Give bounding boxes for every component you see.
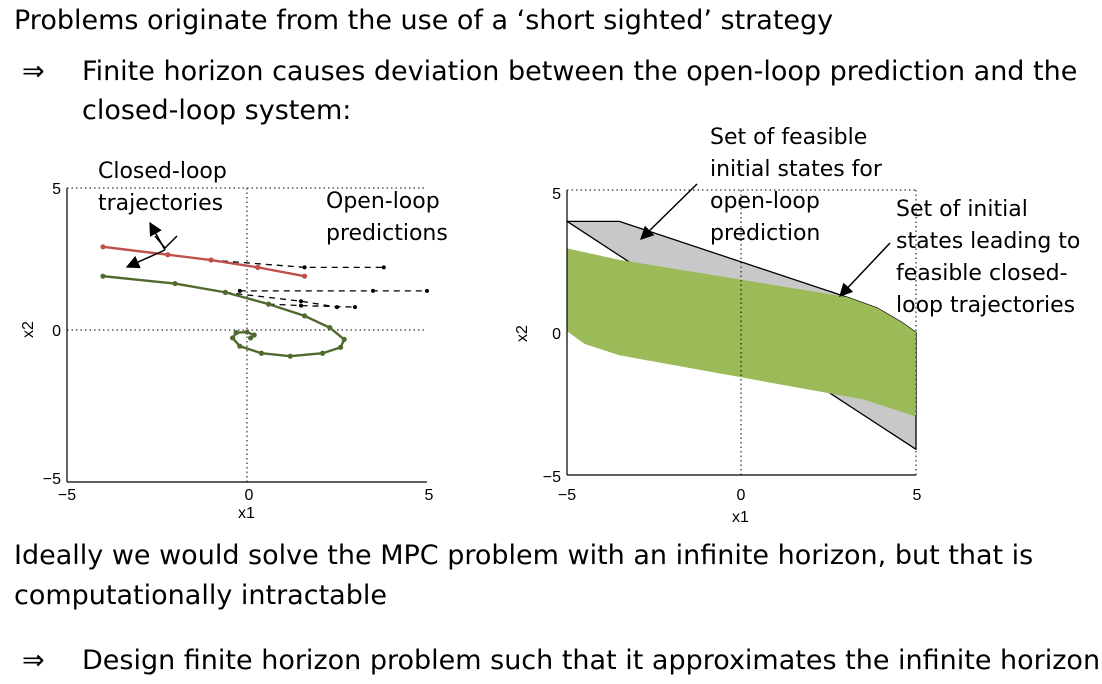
closed-loop-point-13 [233, 330, 239, 336]
closed-loop-line [102, 275, 346, 358]
left-x-axis-label: x1 [238, 505, 255, 522]
bullet-1: ⇒ Finite horizon causes deviation between… [22, 57, 1077, 87]
right-annotation-open-3: open-loop [710, 189, 820, 214]
left-annotation-open-2: predictions [326, 221, 448, 246]
first-closed-loop-point-4 [302, 273, 308, 279]
open-loop-prediction-2 [225, 291, 338, 308]
left-y-tick-5: 5 [52, 181, 61, 198]
implies-arrow-icon-2: ⇒ [22, 645, 45, 676]
closed-loop-point-2 [222, 289, 228, 295]
right-y-axis-label: x2 [514, 325, 531, 342]
ideal-line-2: computationally intractable [14, 580, 387, 611]
bullet-2: ⇒ Design finite horizon problem such that… [22, 646, 1100, 676]
right-annotation-closed-4: loop trajectories [896, 293, 1075, 318]
left-chart-series [100, 244, 347, 359]
left-annotation-closed-1: Closed-loop [98, 159, 227, 184]
left-y-tick-0: 0 [52, 323, 61, 340]
closed-loop-point-4 [302, 313, 308, 319]
right-annotation-closed-3: feasible closed- [896, 261, 1068, 286]
right-x-tick-0: 0 [737, 487, 746, 504]
right-y-tick-5: 5 [552, 186, 561, 203]
left-callout-arrow-2 [149, 221, 166, 251]
implies-arrow-icon: ⇒ [22, 56, 45, 87]
closed-loop-point-0 [100, 273, 106, 279]
closed-loop-point-8 [320, 350, 326, 356]
closed-loop-point-7 [338, 344, 344, 350]
closed-loop-point-6 [341, 336, 347, 343]
right-y-tick-minus5: −5 [543, 469, 561, 486]
left-callout-brace [154, 235, 178, 250]
right-callout-arrow-closed [839, 242, 891, 297]
closed-loop-point-11 [237, 343, 243, 349]
open-loop-point-2-1 [299, 299, 303, 304]
left-chart: −5 0 5 5 0 −5 x1 x2 Closed-loop trajecto… [20, 159, 448, 522]
left-callout-arrow-1 [125, 249, 166, 269]
right-annotation-open-2: initial states for [710, 157, 883, 182]
ideal-line-1: Ideally we would solve the MPC problem w… [14, 540, 1034, 571]
right-annotation-open-4: prediction [710, 221, 820, 246]
left-x-tick-minus5: −5 [58, 487, 76, 504]
closed-loop-point-10 [258, 350, 264, 356]
svg-text:x2: x2 [20, 321, 37, 338]
closed-loop-point-5 [327, 325, 333, 331]
right-y-tick-0: 0 [552, 326, 561, 343]
right-annotation-closed-1: Set of initial [896, 197, 1028, 222]
right-annotation-open-1: Set of feasible [710, 125, 867, 150]
first-closed-loop-point-2 [208, 257, 214, 263]
feasible-closed-loop-region [567, 248, 916, 417]
svg-text:x1: x1 [732, 509, 749, 526]
closed-loop-point-14 [244, 329, 250, 335]
right-callout-arrow-open [640, 183, 698, 240]
left-x-tick-0: 0 [245, 487, 254, 504]
open-loop-point-1-2 [425, 288, 429, 293]
open-loop-point-3-1 [299, 303, 303, 308]
open-loop-point-0-1 [302, 265, 307, 270]
open-loop-point-1-1 [371, 288, 375, 293]
closed-loop-point-16 [248, 335, 254, 341]
left-annotation-closed-2: trajectories [98, 191, 223, 216]
first-closed-loop-line [102, 245, 305, 278]
right-x-tick-5: 5 [913, 487, 922, 504]
svg-text:x2: x2 [514, 325, 531, 342]
closed-loop-point-12 [230, 335, 236, 341]
open-loop-point-1-0 [237, 288, 242, 293]
left-y-axis-label: x2 [20, 321, 37, 338]
left-x-tick-5: 5 [425, 487, 434, 504]
right-chart: −5 0 5 5 0 −5 x1 x2 Set of feasible init… [514, 125, 1080, 526]
left-annotation-open-1: Open-loop [326, 189, 440, 214]
right-annotation-closed-2: states leading to [896, 229, 1080, 254]
left-y-tick-minus5: −5 [43, 471, 61, 488]
bullet-1-text-cont: closed-loop system: [82, 95, 352, 126]
bullet-2-text: Design finite horizon problem such that … [82, 645, 1101, 676]
first-closed-loop-point-0 [100, 244, 106, 250]
open-loop-point-0-2 [381, 265, 386, 270]
first-closed-loop-point-3 [255, 264, 261, 270]
closed-loop-point-15 [251, 332, 257, 338]
right-x-tick-minus5: −5 [558, 487, 576, 504]
svg-text:x1: x1 [238, 505, 255, 522]
open-loop-point-3-2 [353, 305, 357, 310]
first-closed-loop-point-1 [165, 252, 171, 258]
bullet-1-text: Finite horizon causes deviation between … [82, 56, 1078, 87]
closed-loop-point-9 [287, 353, 293, 359]
open-loop-prediction-3 [268, 303, 356, 308]
right-x-axis-label: x1 [732, 509, 749, 526]
closed-loop-point-3 [266, 301, 272, 307]
closed-loop-point-1 [172, 280, 178, 287]
intro-line: Problems originate from the use of a ‘sh… [14, 5, 834, 36]
